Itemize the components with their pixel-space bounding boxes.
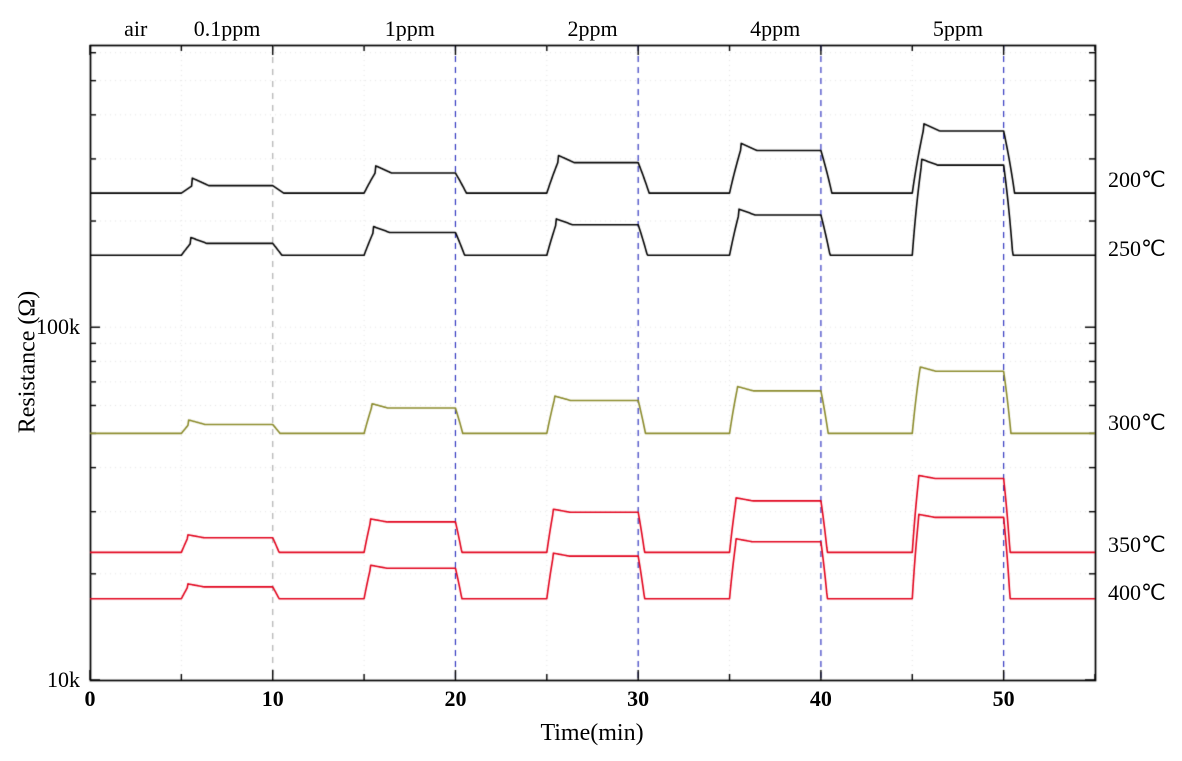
x-tick-4: 40 (810, 686, 832, 712)
top-label-5: 5ppm (933, 16, 983, 42)
top-label-4: 4ppm (750, 16, 800, 42)
x-tick-2: 20 (444, 686, 466, 712)
y-tick-1: 100k (36, 314, 80, 340)
y-axis-title: Resistance (Ω) (15, 291, 42, 433)
x-tick-1: 10 (262, 686, 284, 712)
x-tick-5: 50 (993, 686, 1015, 712)
series-label-3: 350℃ (1108, 532, 1166, 558)
series-label-1: 250℃ (1108, 236, 1166, 262)
series-label-4: 400℃ (1108, 580, 1166, 606)
x-tick-3: 30 (627, 686, 649, 712)
series-label-2: 300℃ (1108, 410, 1166, 436)
top-label-2: 1ppm (385, 16, 435, 42)
top-label-0: air (124, 16, 147, 42)
resistance-time-chart (0, 0, 1182, 761)
top-label-1: 0.1ppm (194, 16, 261, 42)
series-label-0: 200℃ (1108, 167, 1166, 193)
y-tick-0: 10k (47, 667, 80, 693)
x-tick-0: 0 (85, 686, 96, 712)
top-label-3: 2ppm (567, 16, 617, 42)
x-axis-title: Time(min) (540, 720, 643, 747)
